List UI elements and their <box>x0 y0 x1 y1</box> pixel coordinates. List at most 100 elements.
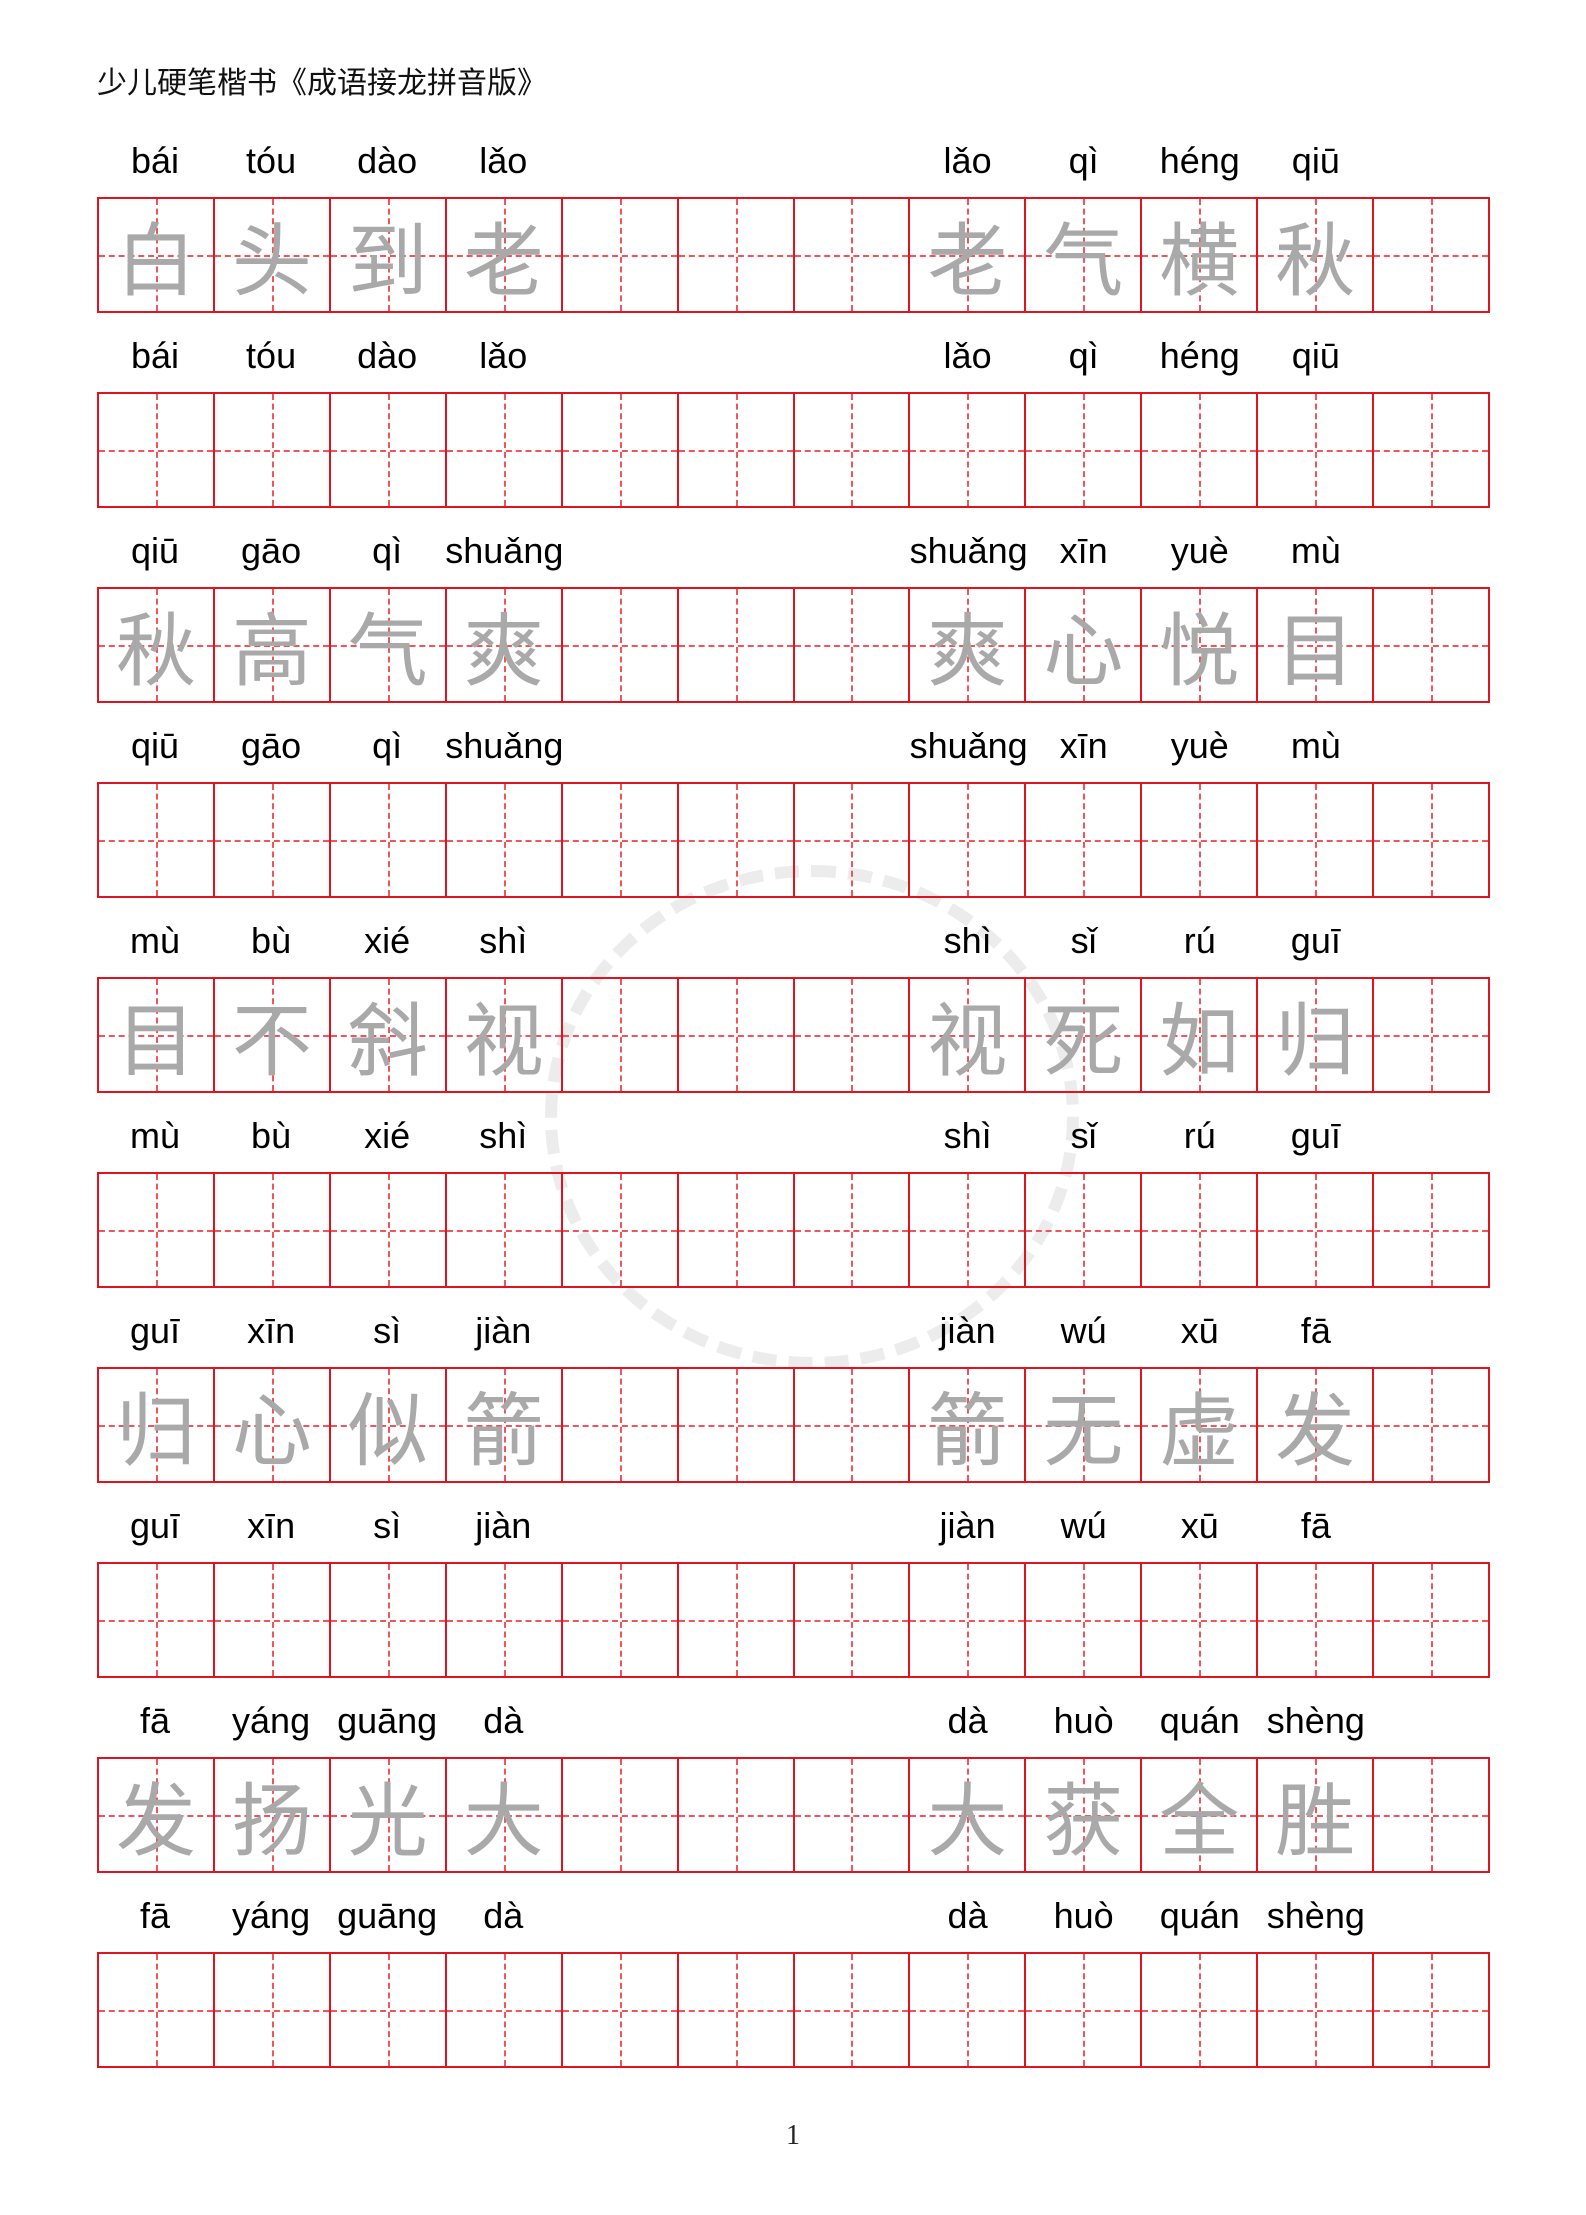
writing-cell[interactable]: 目 <box>1258 589 1375 701</box>
writing-cell[interactable] <box>330 1564 447 1676</box>
writing-cell[interactable]: 斜 <box>330 979 447 1091</box>
writing-cell[interactable] <box>1142 394 1259 506</box>
writing-cell[interactable] <box>1142 1564 1259 1676</box>
writing-cell[interactable] <box>794 1369 911 1481</box>
writing-cell[interactable] <box>1258 784 1375 896</box>
writing-cell[interactable]: 视 <box>910 979 1027 1091</box>
writing-cell[interactable]: 胜 <box>1258 1759 1375 1871</box>
writing-cell[interactable]: 头 <box>214 199 331 311</box>
writing-cell[interactable]: 光 <box>330 1759 447 1871</box>
writing-cell[interactable]: 视 <box>446 979 563 1091</box>
writing-cell[interactable] <box>330 394 447 506</box>
writing-cell[interactable] <box>1374 1174 1488 1286</box>
writing-cell[interactable]: 目 <box>99 979 215 1091</box>
writing-cell[interactable]: 心 <box>214 1369 331 1481</box>
writing-cell[interactable] <box>910 394 1027 506</box>
writing-cell[interactable]: 横 <box>1142 199 1259 311</box>
writing-cell[interactable] <box>678 1564 795 1676</box>
writing-cell[interactable] <box>1026 784 1143 896</box>
writing-cell[interactable] <box>910 1174 1027 1286</box>
writing-cell[interactable] <box>678 1369 795 1481</box>
writing-cell[interactable] <box>214 394 331 506</box>
writing-cell[interactable] <box>910 784 1027 896</box>
writing-cell[interactable] <box>678 1174 795 1286</box>
writing-cell[interactable]: 如 <box>1142 979 1259 1091</box>
writing-cell[interactable] <box>562 1954 679 2066</box>
writing-cell[interactable] <box>446 1564 563 1676</box>
writing-cell[interactable]: 无 <box>1026 1369 1143 1481</box>
writing-cell[interactable] <box>99 784 215 896</box>
writing-cell[interactable]: 老 <box>910 199 1027 311</box>
writing-cell[interactable]: 爽 <box>910 589 1027 701</box>
writing-cell[interactable]: 箭 <box>446 1369 563 1481</box>
writing-cell[interactable]: 老 <box>446 199 563 311</box>
writing-cell[interactable] <box>1142 1174 1259 1286</box>
writing-cell[interactable]: 气 <box>330 589 447 701</box>
writing-cell[interactable] <box>1026 1564 1143 1676</box>
writing-cell[interactable] <box>330 1174 447 1286</box>
writing-cell[interactable] <box>446 784 563 896</box>
writing-cell[interactable] <box>678 1954 795 2066</box>
writing-cell[interactable] <box>678 979 795 1091</box>
writing-cell[interactable] <box>562 1564 679 1676</box>
writing-cell[interactable]: 白 <box>99 199 215 311</box>
writing-cell[interactable] <box>562 394 679 506</box>
writing-cell[interactable] <box>1258 1954 1375 2066</box>
writing-cell[interactable]: 不 <box>214 979 331 1091</box>
writing-cell[interactable]: 扬 <box>214 1759 331 1871</box>
writing-cell[interactable] <box>330 784 447 896</box>
writing-cell[interactable] <box>562 589 679 701</box>
writing-cell[interactable] <box>794 784 911 896</box>
writing-cell[interactable] <box>1374 199 1488 311</box>
writing-cell[interactable]: 气 <box>1026 199 1143 311</box>
writing-cell[interactable] <box>1374 1564 1488 1676</box>
writing-cell[interactable] <box>678 784 795 896</box>
writing-cell[interactable] <box>562 784 679 896</box>
writing-cell[interactable] <box>1258 394 1375 506</box>
writing-cell[interactable] <box>678 394 795 506</box>
writing-cell[interactable]: 获 <box>1026 1759 1143 1871</box>
writing-cell[interactable] <box>99 1174 215 1286</box>
writing-cell[interactable] <box>794 1759 911 1871</box>
writing-cell[interactable] <box>214 1564 331 1676</box>
writing-cell[interactable]: 大 <box>446 1759 563 1871</box>
writing-cell[interactable] <box>794 1174 911 1286</box>
writing-cell[interactable]: 心 <box>1026 589 1143 701</box>
writing-cell[interactable] <box>562 199 679 311</box>
writing-cell[interactable]: 高 <box>214 589 331 701</box>
writing-cell[interactable] <box>1374 394 1488 506</box>
writing-cell[interactable] <box>1026 394 1143 506</box>
writing-cell[interactable]: 秋 <box>1258 199 1375 311</box>
writing-cell[interactable]: 到 <box>330 199 447 311</box>
writing-cell[interactable] <box>794 199 911 311</box>
writing-cell[interactable] <box>214 1174 331 1286</box>
writing-cell[interactable] <box>678 589 795 701</box>
writing-cell[interactable] <box>1142 1954 1259 2066</box>
writing-cell[interactable] <box>562 1174 679 1286</box>
writing-cell[interactable]: 似 <box>330 1369 447 1481</box>
writing-cell[interactable] <box>1258 1174 1375 1286</box>
writing-cell[interactable] <box>910 1564 1027 1676</box>
writing-cell[interactable] <box>1026 1954 1143 2066</box>
writing-cell[interactable] <box>794 589 911 701</box>
writing-cell[interactable]: 发 <box>1258 1369 1375 1481</box>
writing-cell[interactable] <box>794 394 911 506</box>
writing-cell[interactable] <box>1142 784 1259 896</box>
writing-cell[interactable] <box>1374 589 1488 701</box>
writing-cell[interactable]: 全 <box>1142 1759 1259 1871</box>
writing-cell[interactable]: 大 <box>910 1759 1027 1871</box>
writing-cell[interactable] <box>214 1954 331 2066</box>
writing-cell[interactable] <box>562 979 679 1091</box>
writing-cell[interactable] <box>446 394 563 506</box>
writing-cell[interactable]: 归 <box>99 1369 215 1481</box>
writing-cell[interactable] <box>330 1954 447 2066</box>
writing-cell[interactable]: 秋 <box>99 589 215 701</box>
writing-cell[interactable]: 爽 <box>446 589 563 701</box>
writing-cell[interactable] <box>1374 1954 1488 2066</box>
writing-cell[interactable] <box>1026 1174 1143 1286</box>
writing-cell[interactable] <box>1258 1564 1375 1676</box>
writing-cell[interactable] <box>446 1954 563 2066</box>
writing-cell[interactable] <box>1374 1759 1488 1871</box>
writing-cell[interactable] <box>910 1954 1027 2066</box>
writing-cell[interactable]: 死 <box>1026 979 1143 1091</box>
